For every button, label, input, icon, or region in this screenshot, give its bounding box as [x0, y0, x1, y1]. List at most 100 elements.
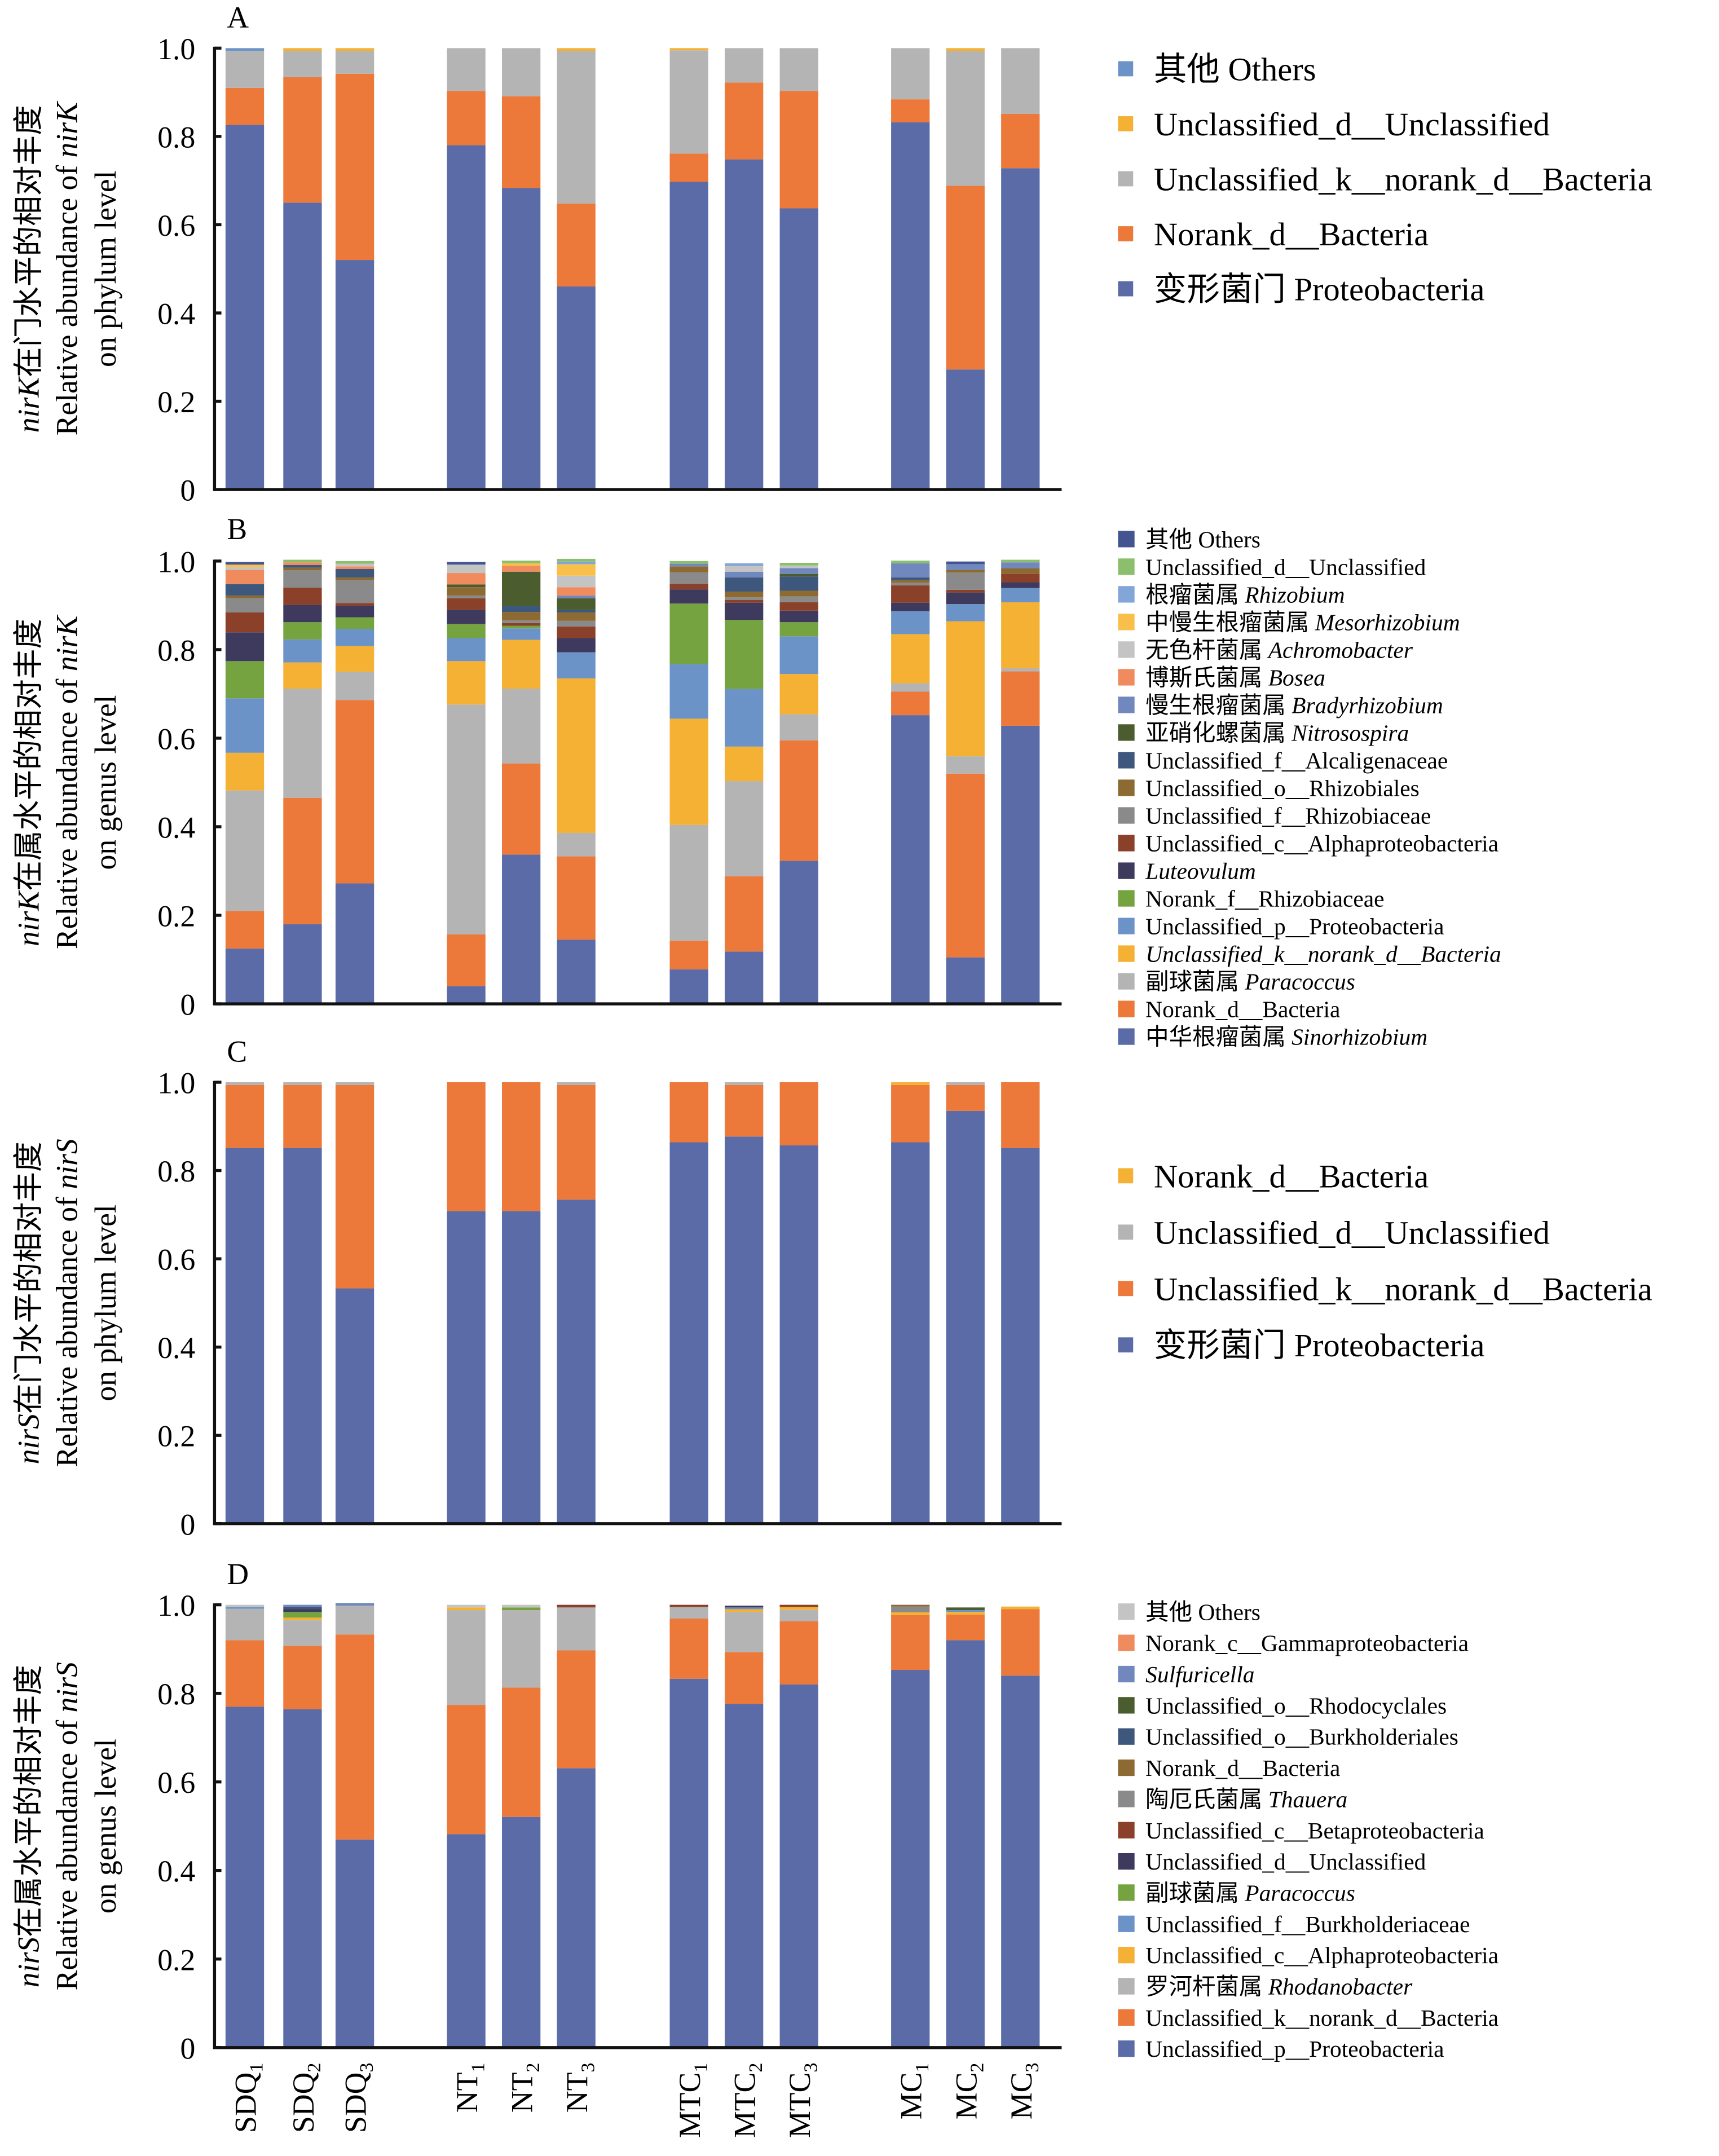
bar-segment [283, 639, 322, 663]
bar-segment [779, 1610, 818, 1621]
legend-swatch [1118, 226, 1134, 241]
bar-segment [779, 861, 818, 1004]
legend-label: 副球菌属 Paracoccus [1145, 1880, 1355, 1906]
bar-segment [891, 715, 930, 1004]
panel-letter: A [227, 1, 249, 34]
bar-segment [557, 856, 596, 940]
bar-segment [779, 610, 818, 623]
bar-segment [335, 73, 374, 261]
legend-label: 变形菌门 Proteobacteria [1154, 1327, 1485, 1364]
bar-segment [502, 96, 541, 188]
bar-segment [335, 700, 374, 884]
bar-stack [725, 1606, 764, 2048]
bar-segment [225, 596, 265, 598]
bar-segment [447, 1834, 486, 2048]
legend-swatch [1118, 1665, 1135, 1683]
bar-segment [225, 948, 265, 1004]
bar-segment [891, 1615, 930, 1670]
bar-segment [502, 48, 541, 96]
bar-segment [225, 1148, 265, 1524]
bar-segment [1001, 1676, 1040, 2048]
bar-segment [946, 561, 985, 565]
bar-segment [447, 587, 486, 596]
y-tick-label: 0.6 [157, 722, 195, 756]
bar-segment [225, 1604, 265, 1607]
legend-swatch [1118, 281, 1134, 297]
legend-item: Unclassified_d__Unclassified [1118, 1849, 1426, 1875]
legend-swatch [1118, 1224, 1134, 1240]
bar-stack [891, 1082, 930, 1524]
bar-segment [669, 664, 708, 719]
y-tick-label: 0.8 [157, 1677, 195, 1711]
y-axis-label-en: Relative abundance of nirS [50, 1139, 84, 1467]
bar-segment [557, 598, 596, 610]
bar-segment [447, 562, 486, 565]
legend-item: Unclassified_p__Proteobacteria [1118, 2036, 1444, 2062]
bar-segment [283, 48, 322, 51]
bar-stack [335, 561, 374, 1004]
bar-segment [1001, 1148, 1040, 1524]
bar-segment [447, 1607, 486, 1611]
bar-stack [1001, 559, 1040, 1004]
x-tick-label: NT3 [560, 2063, 598, 2113]
bar-segment [447, 1705, 486, 1835]
bar-segment [891, 1604, 930, 1607]
bar-segment [502, 612, 541, 621]
legend-swatch [1118, 641, 1135, 658]
bar-segment [225, 1607, 265, 1609]
x-axis-labels: SDQ1 SDQ2 SDQ3 NT1 NT2 NT3 MTC1 MTC2 MTC3 MC1 MC2 M… [229, 2063, 1043, 2138]
bar-segment [946, 1612, 985, 1615]
legend-item: 其他 Others [1118, 51, 1316, 87]
bar-segment [779, 568, 818, 574]
legend-label: Sulfuricella [1145, 1661, 1254, 1687]
bar-segment [225, 1084, 265, 1148]
y-tick-label: 0.6 [157, 1243, 195, 1277]
legend-swatch [1118, 586, 1135, 603]
legend-item: 陶厄氏菌属 Thauera [1118, 1786, 1347, 1812]
bar-segment [502, 688, 541, 764]
bar-segment [891, 1612, 930, 1615]
bar-segment [669, 1082, 708, 1143]
bar-segment [225, 1082, 265, 1085]
y-tick-label: 0.2 [157, 385, 195, 419]
legend-label: Norank_d__Bacteria [1154, 1158, 1429, 1194]
legend-label: 陶厄氏菌属 Thauera [1145, 1786, 1347, 1812]
y-axis-label-en: Relative abundance of nirS [50, 1662, 84, 1990]
bar-segment [335, 628, 374, 646]
y-tick-label: 0.4 [157, 1331, 195, 1365]
bar-segment [447, 48, 486, 91]
y-tick-label: 0.2 [157, 1419, 195, 1453]
y-tick-label: 0 [180, 2031, 195, 2065]
bar-stack [283, 48, 322, 490]
bar-segment [335, 1839, 374, 2048]
bar-segment [502, 628, 541, 640]
legend-item: Norank_d__Bacteria [1118, 1755, 1340, 1781]
bar-segment [779, 596, 818, 602]
bar-segment [283, 1617, 322, 1621]
bar-segment [946, 369, 985, 490]
legend-swatch [1118, 752, 1135, 769]
legend-swatch [1118, 171, 1134, 187]
bar-segment [447, 596, 486, 598]
bar-segment [335, 1634, 374, 1840]
bar-segment [283, 605, 322, 623]
bar-segment [669, 1678, 708, 2048]
bar-segment [335, 566, 374, 570]
legend-swatch [1118, 807, 1135, 824]
panel-a: A 0 0.2 0.4 0.6 0.8 1.0 nirK在门水平的相对丰度 Relative a… [11, 1, 1652, 508]
bar-segment [447, 610, 486, 624]
bar-segment [502, 640, 541, 689]
bar-stack [335, 1603, 374, 2048]
bar-segment [946, 1614, 985, 1641]
bar-segment [946, 570, 985, 573]
bar-segment [1001, 574, 1040, 583]
legend-item: 副球菌属 Paracoccus [1118, 1880, 1355, 1906]
bar-segment [946, 756, 985, 774]
bar-segment [946, 592, 985, 605]
legend-swatch [1118, 1884, 1135, 1901]
bar-stack [669, 1082, 708, 1524]
bar-segment [335, 1288, 374, 1524]
bar-segment [447, 1604, 486, 1608]
bar-segment [225, 1707, 265, 2048]
bar-segment [1001, 602, 1040, 668]
